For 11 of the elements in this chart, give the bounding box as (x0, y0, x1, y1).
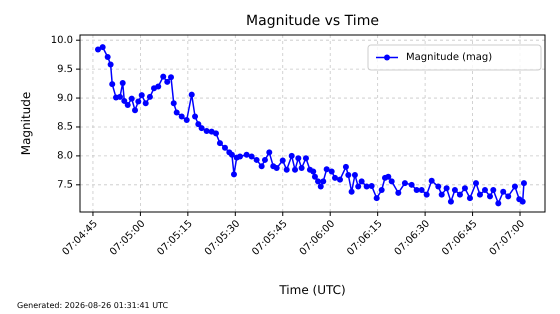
y-axis-title: Magnitude (19, 92, 33, 156)
y-tick-label: 9.0 (57, 92, 73, 104)
text: Generated: 2026-08-26 01:31:41 UTC (17, 301, 168, 310)
y-tick-label: 8.0 (57, 150, 73, 162)
y-tick-label: 8.5 (57, 122, 73, 133)
y-tick-label: 9.5 (57, 64, 73, 75)
legend-label: Magnitude (mag) (406, 52, 492, 64)
x-axis-title: Time (UTC) (278, 283, 346, 297)
y-tick-label: 7.5 (57, 180, 73, 191)
y-tick-label: 10.0 (50, 34, 73, 46)
chart-title: Magnitude vs Time (246, 13, 379, 29)
